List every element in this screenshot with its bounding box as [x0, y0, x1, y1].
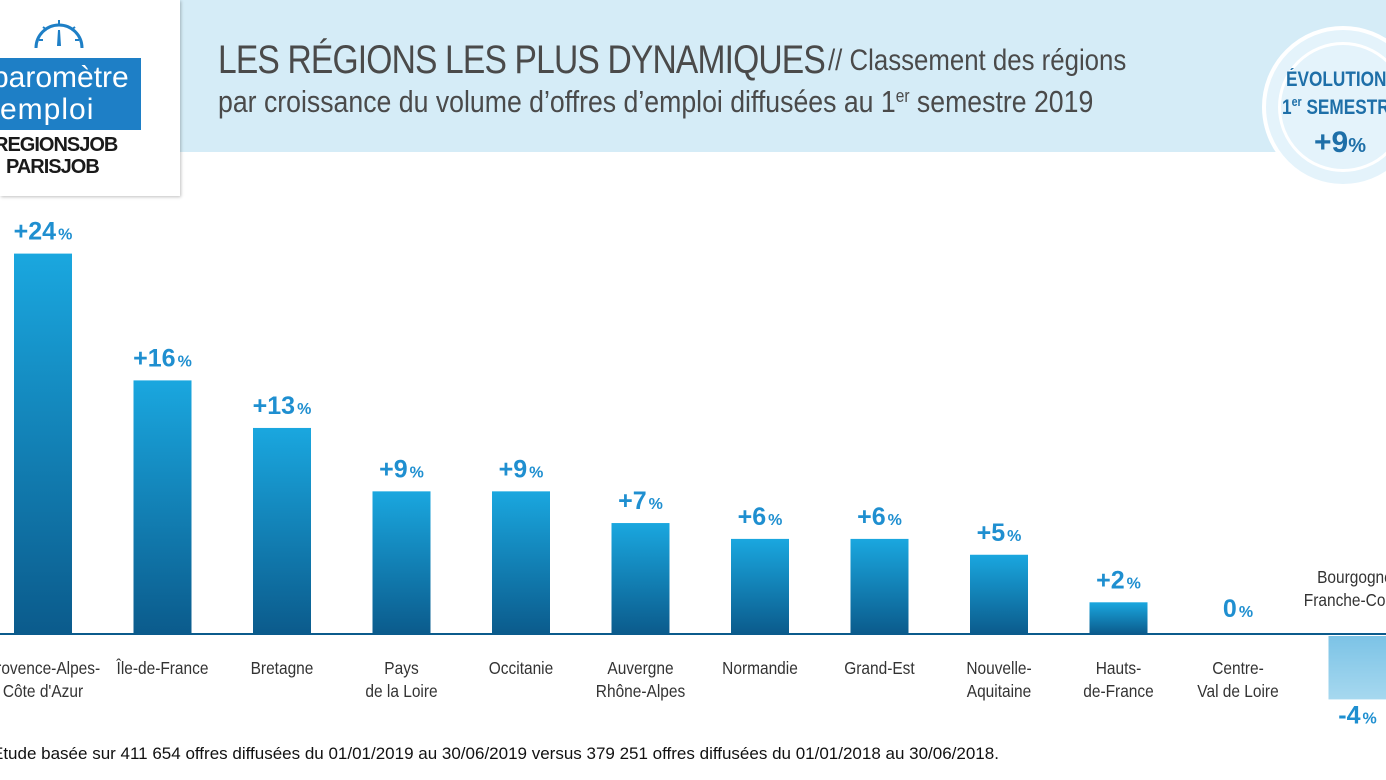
value-label-7: +6% [857, 503, 902, 531]
barometre-logo: baromètre emploi REGIONSJOB PARISJOB [0, 0, 180, 196]
page-title: LES RÉGIONS LES PLUS DYNAMIQUES // Class… [218, 38, 1126, 83]
category-label-10: Centre-Val de Loire [1197, 658, 1278, 701]
bar-11 [1328, 636, 1386, 700]
value-label-0: +24% [14, 218, 73, 246]
page-subtitle: par croissance du volume d’offres d’empl… [218, 84, 1093, 120]
bar-7 [850, 538, 909, 634]
subtitle-sup: er [895, 86, 910, 106]
value-label-2: +13% [253, 392, 312, 420]
category-label-4: Occitanie [489, 658, 553, 678]
value-label-5: +7% [618, 487, 663, 515]
logo-brand-parisjob: PARISJOB [6, 156, 100, 178]
gauge-icon [34, 20, 84, 49]
bar-3 [372, 491, 431, 634]
bar-9 [1089, 602, 1148, 634]
category-label-11: Bourgogne-Franche-Comté [1304, 567, 1386, 610]
value-label-8: +5% [977, 519, 1022, 547]
category-label-8: Nouvelle-Aquitaine [966, 658, 1031, 701]
footnote: Étude basée sur 411 654 offres diffusées… [0, 744, 999, 763]
bar-6 [731, 538, 789, 634]
bar-4 [492, 491, 550, 634]
category-label-5: Auvergne Rhône-Alpes [596, 658, 685, 701]
badge-period-text: SEMESTRE [1306, 96, 1386, 119]
value-label-3: +9% [379, 455, 424, 483]
subtitle-text: par croissance du volume d’offres d’empl… [218, 84, 896, 119]
bar-0 [14, 253, 72, 634]
value-label-6: +6% [738, 503, 783, 531]
bar-chart: +24% Provence-Alpes-Côte d'Azur +16% Île-de… [0, 218, 1386, 729]
badge-period: 1er SEMESTRE [1282, 94, 1386, 120]
bar-5 [611, 523, 670, 634]
evolution-badge: ÉVOLUTION 1er SEMESTRE +9% [1262, 26, 1386, 188]
value-label-11: -4% [1338, 701, 1376, 729]
subtitle-text-end: semestre 2019 [909, 84, 1094, 119]
title-main: LES RÉGIONS LES PLUS DYNAMIQUES [218, 38, 826, 82]
category-label-1: Île-de-France [116, 658, 209, 678]
bar-8 [970, 554, 1028, 634]
value-label-10: 0% [1223, 595, 1253, 623]
badge-period-sup: er [1291, 94, 1302, 109]
badge-label: ÉVOLUTION [1286, 68, 1386, 91]
bar-1 [133, 380, 192, 634]
logo-line2: emploi [0, 93, 95, 126]
logo-wordmark: baromètre emploi [0, 58, 141, 130]
value-label-1: +16% [133, 344, 192, 372]
category-label-7: Grand-Est [844, 658, 915, 678]
badge-ring [1278, 42, 1386, 172]
value-label-9: +2% [1096, 566, 1141, 594]
badge-value-number: +9 [1314, 126, 1349, 159]
badge-period-num: 1 [1282, 96, 1292, 119]
category-label-2: Bretagne [251, 658, 314, 678]
logo-brand-regionsjob: REGIONSJOB [0, 134, 118, 156]
bar-2 [253, 427, 311, 634]
value-label-4: +9% [499, 455, 544, 483]
logo-line1: baromètre [0, 61, 129, 94]
category-label-6: Normandie [722, 658, 798, 678]
badge-value-unit: % [1348, 135, 1367, 157]
badge-value: +9% [1314, 126, 1366, 160]
title-separator: // Classement des régions [828, 44, 1127, 77]
header-band [0, 0, 1386, 152]
category-label-0: Provence-Alpes-Côte d'Azur [0, 658, 100, 701]
category-label-3: Pays de la Loire [365, 658, 437, 701]
category-label-9: Hauts-de-France [1083, 658, 1153, 701]
